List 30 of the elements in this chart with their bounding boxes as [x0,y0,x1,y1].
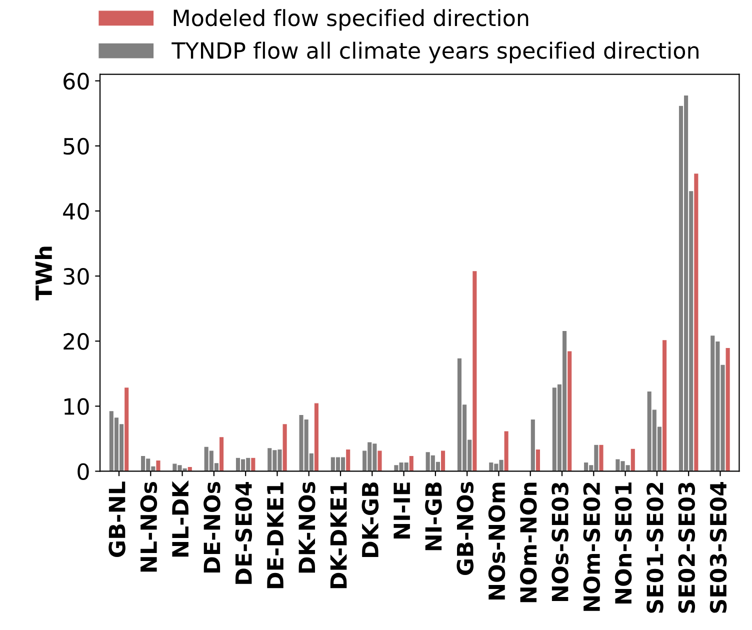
x-tick-label: NOm-SE02 [583,482,600,611]
x-tick-label: NOm-NOn [520,482,537,602]
x-tick-label: NOs-NOm [488,482,506,600]
x-tick-label: SE02-SE03 [678,482,696,613]
legend-label: TYNDP flow all climate years specified direction [172,42,698,64]
y-tick-label: 40 [63,202,89,220]
x-tick-label: DE-DKE1 [267,482,284,588]
x-tick-label: NL-NOs [140,482,158,572]
x-tick-label: DK-GB [362,482,379,558]
x-tick-label: NI-IE [394,482,410,538]
x-tick-label: DK-DKE1 [330,482,347,588]
y-tick-label: 60 [64,72,89,90]
y-axis-title: TWh [34,246,52,300]
x-tick-label: NL-DK [172,480,188,557]
x-tick-label: DE-NOs [204,482,220,572]
y-tick-label: 30 [64,268,89,285]
y-tick-label: 10 [64,398,89,415]
x-tick-label: SE03-SE04 [710,482,727,613]
x-tick-label: NOs-SE03 [552,482,568,601]
x-tick-label: GB-NOs [456,482,474,575]
y-tick-label: 50 [64,138,89,155]
legend-label: Modeled flow specified direction [174,9,528,31]
x-tick-label: NI-GB [425,482,442,550]
y-tick-label: 0 [78,463,89,480]
y-tick-label: 20 [64,333,89,350]
x-tick-label: SE01-SE02 [646,482,664,613]
x-tick-label: NOn-SE01 [614,482,632,604]
x-tick-label: DK-NOs [298,482,316,573]
x-tick-label: DE-SE04 [235,482,252,584]
x-tick-label: GB-NL [108,482,126,558]
